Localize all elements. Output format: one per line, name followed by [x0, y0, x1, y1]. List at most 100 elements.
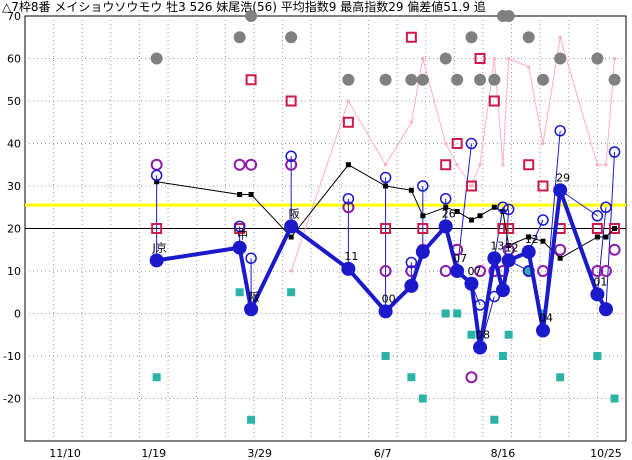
purple-point	[245, 158, 258, 171]
y-tick-label: -20	[3, 393, 21, 406]
y-tick-label: 30	[7, 180, 21, 193]
hollow-point	[405, 256, 418, 269]
avg-point	[154, 179, 160, 185]
data-label: 11	[344, 250, 358, 263]
teal-point	[418, 394, 427, 403]
hollow-point	[233, 220, 246, 233]
red-square-point	[497, 223, 509, 234]
data-label: 07	[467, 265, 481, 278]
red-square-point	[405, 31, 417, 43]
gray-point	[537, 73, 550, 86]
teal-point	[556, 373, 565, 382]
y-tick-label: 50	[7, 95, 21, 108]
main-point	[341, 261, 356, 276]
hollow-point	[591, 210, 604, 222]
data-label: 12	[505, 241, 519, 254]
gray-point	[451, 73, 464, 86]
avg-point	[526, 234, 532, 240]
purple-point	[342, 201, 355, 214]
main-point	[149, 253, 164, 268]
red-square-point	[488, 95, 500, 107]
gray-point	[488, 73, 501, 86]
purple-point	[285, 158, 298, 171]
main-point	[450, 264, 465, 278]
gray-point	[502, 10, 515, 22]
teal-point	[441, 309, 450, 318]
red-square-point	[440, 159, 452, 171]
pink-point	[595, 163, 599, 167]
pink-point	[469, 184, 473, 188]
pink-point	[455, 163, 459, 167]
purple-point	[599, 265, 612, 277]
hollow-point	[417, 180, 429, 192]
main-series-line	[156, 188, 608, 350]
pink-point	[507, 57, 511, 60]
data-label: 04	[539, 312, 553, 325]
red-square-point	[285, 95, 297, 107]
teal-point	[235, 288, 244, 297]
gray-point	[465, 31, 478, 44]
purple-point	[465, 371, 478, 384]
main-point	[404, 278, 419, 293]
avg-point	[408, 187, 414, 193]
gray-point	[285, 31, 298, 44]
main-point	[232, 240, 247, 255]
main-point	[487, 251, 502, 266]
teal-point	[152, 373, 161, 382]
main-point	[464, 276, 479, 291]
hollow-point	[600, 201, 612, 213]
avg-point	[477, 213, 483, 219]
pink-point	[613, 57, 617, 60]
data-label: 26	[442, 207, 456, 220]
teal-point	[490, 415, 499, 424]
avg-point	[248, 192, 254, 197]
pink-point	[558, 35, 562, 39]
gray-point	[591, 52, 604, 65]
gray-point	[522, 31, 535, 44]
purple-point	[608, 243, 621, 256]
teal-point	[610, 394, 619, 403]
main-point	[415, 244, 430, 259]
avg-point	[454, 209, 460, 214]
avg-point	[594, 234, 600, 240]
data-label: 29	[556, 171, 570, 184]
avg-point	[288, 234, 294, 240]
avg-point	[557, 255, 563, 261]
data-label: 12	[525, 233, 539, 246]
pink-point	[527, 65, 531, 69]
avg-point	[443, 204, 449, 210]
pink-point	[501, 163, 505, 167]
hollow-point	[608, 146, 621, 158]
avg-point	[345, 162, 351, 168]
red-square-point	[591, 223, 603, 234]
teal-point	[287, 288, 296, 297]
gray-point	[150, 52, 163, 65]
pink-point	[604, 163, 608, 167]
teal-point	[593, 352, 602, 360]
avg-point	[468, 217, 474, 223]
main-point	[244, 302, 259, 317]
data-label: 08	[476, 329, 490, 342]
main-point	[536, 323, 551, 338]
hollow-point	[150, 169, 163, 182]
red-square-point	[537, 180, 549, 192]
red-square-point	[503, 223, 515, 234]
gray-point	[233, 31, 246, 44]
y-tick-label: 70	[7, 10, 21, 23]
purple-point	[379, 265, 392, 277]
purple-point	[591, 265, 604, 277]
main-point	[473, 340, 488, 355]
teal-point	[524, 267, 533, 275]
chart-title: △7枠8番 メイショウソウモウ 牡3 526 妹尾浩(56) 平均指数9 最高指…	[2, 0, 486, 14]
purple-point	[233, 158, 246, 171]
red-square-point	[523, 159, 535, 171]
x-tick-label: 8/16	[491, 447, 516, 460]
pink-point	[384, 163, 388, 167]
hollow-point	[342, 193, 355, 205]
avg-point	[540, 238, 546, 244]
red-square-point	[151, 223, 163, 234]
teal-point	[498, 352, 507, 360]
data-label: J京	[152, 240, 167, 254]
gray-point	[439, 52, 452, 65]
hollow-point	[285, 150, 297, 162]
